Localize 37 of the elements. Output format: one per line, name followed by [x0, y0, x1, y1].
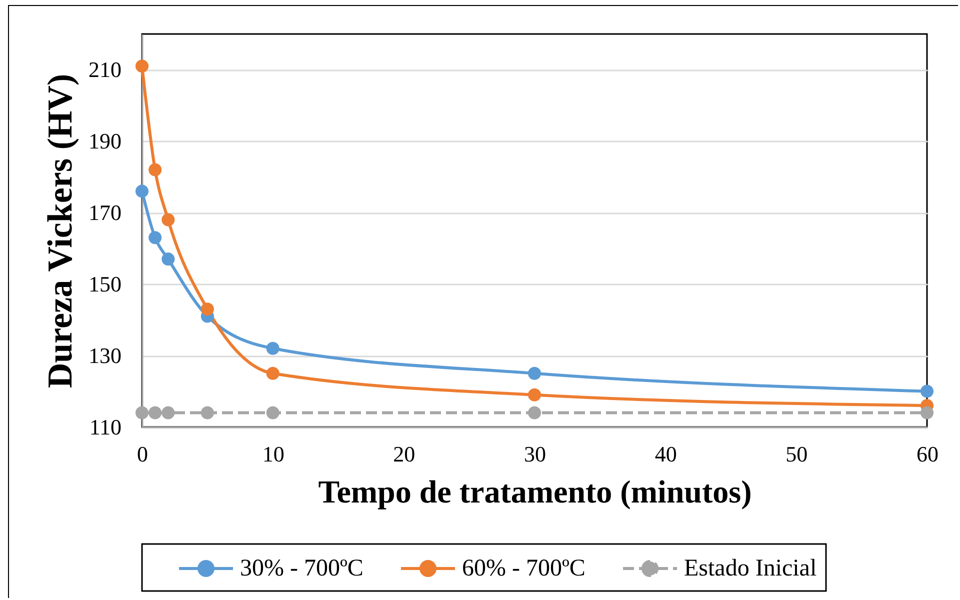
point [266, 406, 280, 420]
x-tick-label: 0 [137, 442, 148, 466]
y-tick-label: 190 [88, 128, 122, 154]
x-tick-label: 40 [654, 442, 677, 466]
x-tick-label: 30 [524, 442, 546, 466]
point [920, 406, 934, 420]
point [200, 302, 214, 316]
point [920, 384, 934, 398]
x-axis-title: Tempo de tratamento (minutos) [318, 474, 752, 510]
point [162, 406, 175, 420]
y-tick-label: 170 [88, 200, 122, 226]
point [135, 60, 149, 73]
point [148, 163, 162, 176]
legend-label: 30% - 700ºC [240, 555, 364, 582]
x-tick-label: 10 [262, 442, 284, 466]
y-tick-label: 150 [88, 272, 122, 297]
x-tick-label: 60 [916, 442, 938, 466]
legend-label: 60% - 700ºC [462, 555, 586, 582]
point [162, 213, 175, 226]
point [528, 366, 542, 380]
x-tick-label: 20 [393, 442, 416, 466]
point [266, 342, 280, 355]
y-tick-label: 130 [88, 343, 122, 368]
x-tick-label: 50 [786, 442, 808, 466]
point [148, 231, 162, 244]
point [528, 406, 542, 420]
point [162, 252, 175, 266]
point [528, 388, 542, 402]
point [135, 406, 149, 420]
y-tick-label: 210 [88, 57, 122, 82]
point [148, 406, 162, 420]
point [200, 406, 214, 420]
y-tick-label: 110 [89, 414, 122, 440]
point [135, 184, 149, 198]
legend-label: Estado Inicial [684, 555, 817, 582]
y-axis-title: Dureza Vickers (HV) [40, 74, 80, 388]
point [266, 366, 280, 380]
